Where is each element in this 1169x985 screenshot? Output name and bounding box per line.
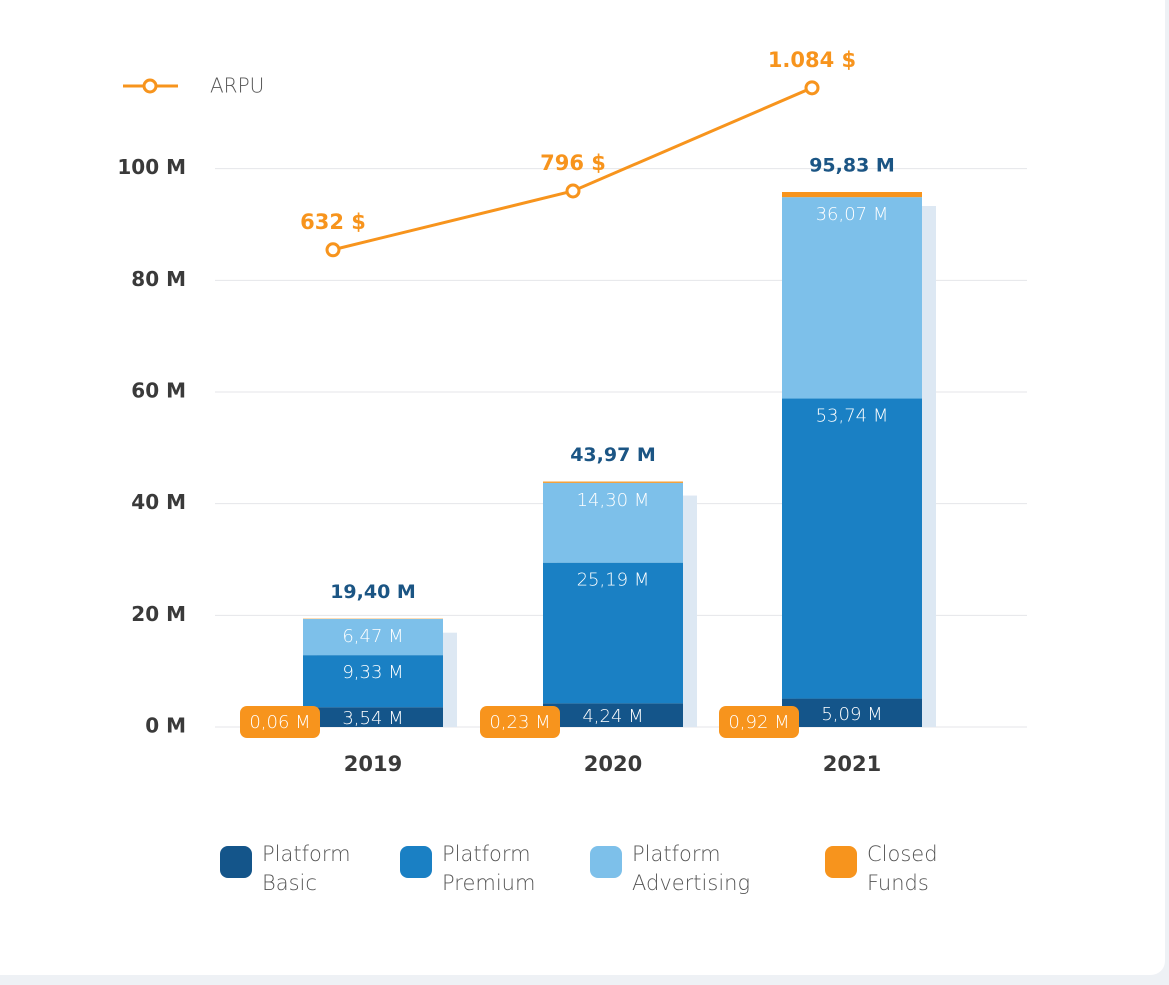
segment-label: 14,30 M [577,490,650,511]
legend-label: ARPU [210,74,264,98]
legend-swatch [590,846,622,878]
bar-segment [303,707,443,727]
legend-label: Platform Premium [442,842,536,895]
x-tick-label: 2020 [584,752,642,776]
legend-item: Closed Funds [825,840,965,898]
bar-segment [303,619,443,656]
legend-label: Closed Funds [867,842,938,895]
segment-label: 36,07 M [816,204,889,225]
segment-label: 25,19 M [577,570,650,591]
badge [480,706,560,738]
bar-segment [543,562,683,704]
total-label: 95,83 M [809,154,895,176]
y-tick-label: 20 M [131,602,186,626]
segment-label: 53,74 M [816,406,889,427]
badge-label: 0,92 M [728,712,789,733]
total-label: 19,40 M [330,581,416,603]
x-tick-label: 2019 [344,752,402,776]
bar-segment [782,398,922,699]
y-tick-label: 0 M [145,714,186,738]
legend-label: Platform Advertising [632,842,751,895]
line-label: 632 $ [300,210,366,234]
segment-label: 4,24 M [582,706,643,727]
legend-item: Platform Premium [400,840,560,898]
legend-swatch [220,846,252,878]
badge-label: 0,06 M [249,712,310,733]
bar-segment [782,698,922,727]
line-label: 1.084 $ [768,48,856,72]
legend-swatch [825,846,857,878]
legend-swatch [400,846,432,878]
total-label: 43,97 M [570,444,656,466]
legend-item: Platform Basic [220,840,370,898]
segment-label: 5,09 M [821,704,882,725]
line-marker [565,183,581,199]
segment-label: 6,47 M [342,626,403,647]
legend-marker [142,78,158,94]
y-tick-label: 60 M [131,379,186,403]
chart: 0 M 20 M 40 M 60 M 80 M 100 M 2019 3,54 M 9,33 M… [117,48,1027,776]
bar-segment [782,192,922,198]
badge [240,706,320,738]
legend-label: Platform Basic [262,842,351,895]
segment-label: 3,54 M [342,708,403,729]
y-tick-label: 100 M [117,155,186,179]
bar-segment [543,481,683,483]
bar-segment [303,655,443,708]
badge-label: 0,23 M [489,712,550,733]
line-label: 796 $ [540,151,606,175]
bar-segment [543,482,683,563]
y-tick-label: 40 M [131,490,186,514]
legend-item: Platform Advertising [590,840,770,898]
line-marker [325,242,341,258]
badge [719,706,799,738]
y-tick-label: 80 M [131,267,186,291]
x-tick-label: 2021 [823,752,881,776]
segment-label: 9,33 M [342,662,403,683]
bar-segment [782,197,922,399]
bar-segment [543,703,683,727]
line-marker [804,80,820,96]
